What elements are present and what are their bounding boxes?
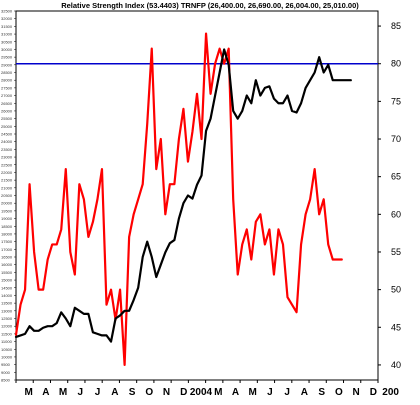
left-tick-label: 31500	[1, 24, 13, 29]
x-tick-label: A	[301, 387, 308, 398]
left-tick-label: 18000	[1, 231, 13, 236]
left-tick-label: 28500	[1, 70, 13, 75]
left-tick-label: 24000	[1, 139, 13, 144]
x-tick-label: J	[95, 387, 101, 398]
left-tick-label: 32000	[1, 16, 13, 21]
left-tick-label: 20500	[1, 193, 13, 198]
left-tick-label: 29500	[1, 55, 13, 60]
right-tick-label: 45	[391, 322, 401, 332]
x-tick-label: J	[78, 387, 84, 398]
x-tick-label: 2004	[190, 387, 213, 398]
left-tick-label: 22500	[1, 162, 13, 167]
x-tick-label: O	[335, 387, 343, 398]
x-tick-label: M	[249, 387, 257, 398]
left-tick-label: 25500	[1, 116, 13, 121]
right-tick-label: 50	[391, 285, 401, 295]
left-tick-label: 15500	[1, 270, 13, 275]
right-tick-label: 80	[391, 59, 401, 69]
left-tick-label: 29000	[1, 62, 13, 67]
x-tick-label: M	[214, 387, 222, 398]
left-tick-label: 21500	[1, 178, 13, 183]
left-tick-label: 31000	[1, 32, 13, 37]
rsi-series-line	[14, 32, 343, 367]
left-tick-label: 27000	[1, 93, 13, 98]
left-tick-label: 12000	[1, 324, 13, 329]
right-tick-label: 55	[391, 247, 401, 257]
left-tick-label: 11500	[1, 331, 13, 336]
left-tick-label: 22000	[1, 170, 13, 175]
left-tick-label: 13000	[1, 308, 13, 313]
left-tick-label: 17000	[1, 247, 13, 252]
left-tick-label: 10000	[1, 354, 13, 359]
left-tick-label: 30000	[1, 47, 13, 52]
x-tick-label: A	[232, 387, 239, 398]
left-tick-label: 26500	[1, 101, 13, 106]
x-tick-label: M	[24, 387, 32, 398]
left-tick-label: 24500	[1, 132, 13, 137]
x-tick-label: S	[318, 387, 325, 398]
x-tick-label: N	[163, 387, 170, 398]
x-tick-label: M	[59, 387, 67, 398]
x-tick-label: A	[42, 387, 49, 398]
left-tick-label: 18500	[1, 224, 13, 229]
left-tick-label: 19000	[1, 216, 13, 221]
x-tick-label: D	[370, 387, 377, 398]
right-tick-label: 40	[391, 360, 401, 370]
x-tick-label: J	[267, 387, 273, 398]
left-tick-label: 9500	[1, 362, 11, 367]
left-tick-label: 15000	[1, 278, 13, 283]
right-tick-label: 65	[391, 172, 401, 182]
chart-title: Relative Strength Index (53.4403) TRNFP …	[61, 1, 359, 10]
left-tick-label: 10500	[1, 347, 13, 352]
price-series-line	[14, 48, 352, 343]
left-tick-label: 32500	[1, 9, 13, 14]
right-tick-label: 70	[391, 134, 401, 144]
right-tick-label: 60	[391, 209, 401, 219]
right-tick-label: 85	[391, 21, 401, 31]
x-tick-label: S	[129, 387, 136, 398]
x-tick-label: A	[111, 387, 118, 398]
left-tick-label: 12500	[1, 316, 13, 321]
left-tick-label: 21000	[1, 185, 13, 190]
right-tick-label: 75	[391, 96, 401, 106]
left-tick-label: 19500	[1, 208, 13, 213]
x-tick-label: 200	[382, 387, 399, 398]
left-tick-label: 14000	[1, 293, 13, 298]
left-tick-label: 9000	[1, 370, 11, 375]
x-tick-label: O	[145, 387, 153, 398]
left-tick-label: 23000	[1, 155, 13, 160]
x-tick-label: J	[284, 387, 290, 398]
left-tick-label: 17500	[1, 239, 13, 244]
x-tick-label: N	[353, 387, 360, 398]
left-tick-label: 16500	[1, 255, 13, 260]
left-tick-label: 11000	[1, 339, 13, 344]
left-tick-label: 25000	[1, 124, 13, 129]
left-tick-label: 16000	[1, 262, 13, 267]
left-tick-label: 13500	[1, 301, 13, 306]
left-tick-label: 30500	[1, 39, 13, 44]
left-tick-label: 26000	[1, 108, 13, 113]
x-tick-label: D	[180, 387, 187, 398]
left-tick-label: 23500	[1, 147, 13, 152]
left-tick-label: 27500	[1, 85, 13, 90]
left-tick-label: 20000	[1, 201, 13, 206]
left-tick-label: 14500	[1, 285, 13, 290]
left-tick-label: 8500	[1, 378, 11, 383]
left-tick-label: 28000	[1, 78, 13, 83]
